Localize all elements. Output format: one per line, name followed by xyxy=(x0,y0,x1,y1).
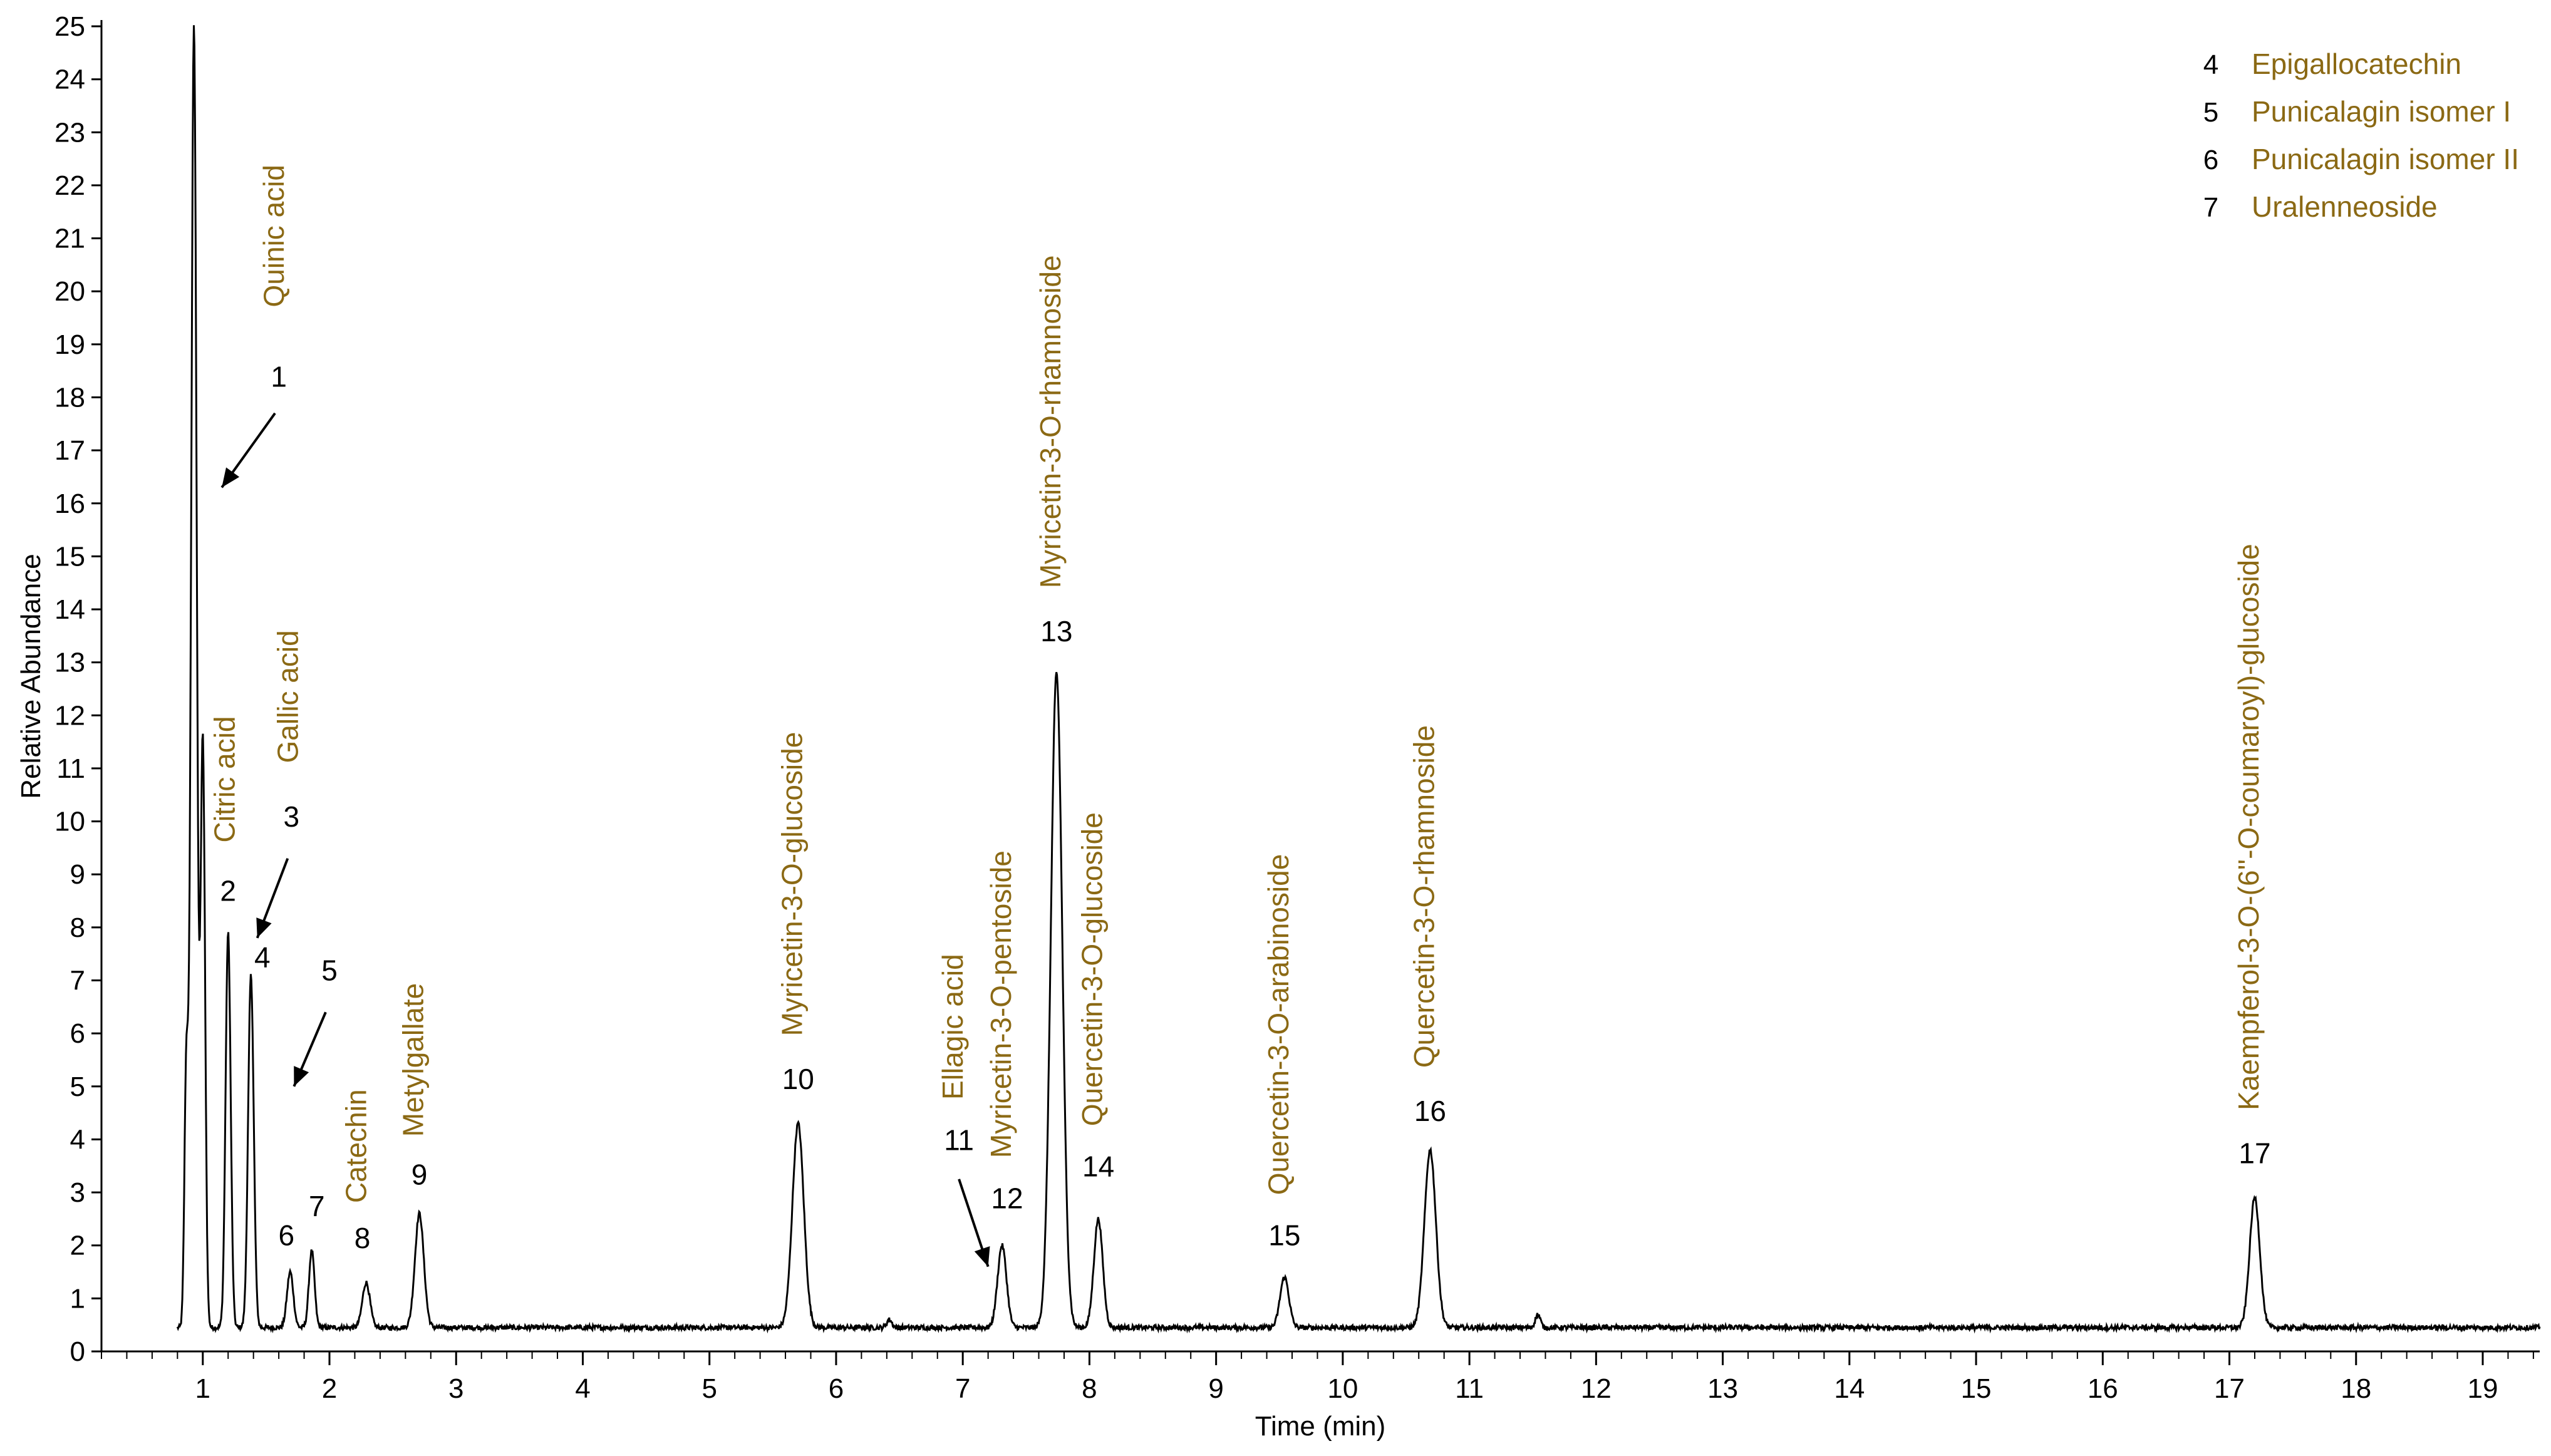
y-tick-label: 15 xyxy=(54,541,85,572)
x-axis-title: Time (min) xyxy=(1255,1411,1386,1442)
y-tick-label: 10 xyxy=(54,807,85,837)
peak-number-16: 16 xyxy=(1414,1095,1446,1127)
x-tick-label: 1 xyxy=(195,1373,210,1404)
peak-compound-name-11: Ellagic acid xyxy=(936,954,969,1100)
peak-compound-name-10: Myricetin-3-O-glucoside xyxy=(775,732,808,1036)
y-tick-label: 2 xyxy=(70,1231,85,1261)
y-tick-label: 18 xyxy=(54,382,85,413)
y-tick-label: 12 xyxy=(54,700,85,731)
peak-number-2: 2 xyxy=(220,875,236,907)
peak-compound-name-1: Quinic acid xyxy=(257,165,290,307)
peak-number-10: 10 xyxy=(782,1063,814,1095)
annotation-arrow xyxy=(220,412,276,488)
x-tick-label: 3 xyxy=(448,1373,463,1404)
y-tick-label: 8 xyxy=(70,912,85,943)
legend-number-6: 6 xyxy=(2203,145,2218,175)
x-tick-label: 17 xyxy=(2214,1373,2245,1404)
chromatogram-trace xyxy=(176,25,2541,1334)
legend-number-5: 5 xyxy=(2203,97,2218,128)
peak-number-6: 6 xyxy=(278,1219,294,1252)
peak-compound-name-9: Metylgallate xyxy=(397,983,430,1137)
y-tick-label: 22 xyxy=(54,170,85,201)
x-tick-label: 8 xyxy=(1082,1373,1097,1404)
y-tick-label: 14 xyxy=(54,594,85,625)
x-tick-label: 14 xyxy=(1834,1373,1865,1404)
annotation-arrow xyxy=(958,1179,990,1268)
y-tick-label: 7 xyxy=(70,966,85,996)
peak-compound-name-13: Myricetin-3-O-rhamnoside xyxy=(1034,255,1067,588)
y-tick-label: 5 xyxy=(70,1071,85,1102)
legend-name-7: Uralenneoside xyxy=(2252,190,2438,223)
x-tick-label: 4 xyxy=(575,1373,590,1404)
x-tick-label: 10 xyxy=(1327,1373,1358,1404)
legend-number-7: 7 xyxy=(2203,192,2218,223)
x-tick-label: 7 xyxy=(955,1373,970,1404)
legend-name-5: Punicalagin isomer I xyxy=(2252,95,2511,128)
peak-number-1: 1 xyxy=(271,361,287,393)
peak-number-9: 9 xyxy=(411,1158,428,1190)
x-tick-label: 2 xyxy=(322,1373,337,1404)
peak-compound-name-3: Gallic acid xyxy=(271,630,304,763)
y-tick-label: 0 xyxy=(70,1336,85,1367)
peak-number-14: 14 xyxy=(1082,1150,1114,1183)
y-tick-label: 19 xyxy=(54,329,85,360)
x-tick-label: 12 xyxy=(1581,1373,1612,1404)
axes: 0123456789101112131415161718192021222324… xyxy=(54,11,2540,1404)
peak-number-15: 15 xyxy=(1268,1219,1300,1252)
y-tick-label: 20 xyxy=(54,276,85,307)
y-tick-label: 4 xyxy=(70,1124,85,1155)
y-tick-label: 13 xyxy=(54,648,85,678)
peak-compound-name-17: Kaempferol-3-O-(6''-O-coumaroyl)-glucosi… xyxy=(2232,544,2265,1110)
trace-layer xyxy=(176,25,2541,1334)
peak-number-3: 3 xyxy=(284,800,300,833)
peak-compound-name-2: Citric acid xyxy=(208,716,241,843)
x-tick-label: 13 xyxy=(1707,1373,1738,1404)
y-tick-label: 3 xyxy=(70,1177,85,1208)
x-tick-label: 18 xyxy=(2341,1373,2371,1404)
peak-number-11: 11 xyxy=(944,1123,974,1156)
peak-compound-name-8: Catechin xyxy=(340,1089,373,1203)
peak-number-5: 5 xyxy=(321,954,338,987)
y-tick-label: 25 xyxy=(54,11,85,42)
legend: 4 Epigallocatechin 5 Punicalagin isomer I 6 P… xyxy=(2203,48,2519,223)
peak-number-7: 7 xyxy=(309,1190,325,1222)
x-tick-label: 16 xyxy=(2088,1373,2118,1404)
legend-name-4: Epigallocatechin xyxy=(2252,48,2461,80)
arrow-layer xyxy=(220,412,990,1268)
x-tick-label: 5 xyxy=(701,1373,717,1404)
y-tick-label: 21 xyxy=(54,224,85,254)
x-tick-label: 19 xyxy=(2468,1373,2498,1404)
x-tick-label: 11 xyxy=(1455,1373,1484,1404)
peak-number-17: 17 xyxy=(2238,1137,2270,1170)
peak-compound-name-14: Quercetin-3-O-glucoside xyxy=(1076,812,1109,1126)
x-tick-label: 15 xyxy=(1961,1373,1992,1404)
y-tick-label: 6 xyxy=(70,1018,85,1049)
peak-compound-name-16: Quercetin-3-O-rhamnoside xyxy=(1407,725,1440,1068)
peak-number-8: 8 xyxy=(354,1222,371,1254)
y-axis-title: Relative Abundance xyxy=(16,554,46,798)
y-tick-label: 11 xyxy=(56,753,85,784)
x-tick-label: 6 xyxy=(829,1373,844,1404)
y-tick-label: 17 xyxy=(54,435,85,466)
y-tick-label: 9 xyxy=(70,859,85,890)
legend-name-6: Punicalagin isomer II xyxy=(2252,143,2519,175)
peak-number-13: 13 xyxy=(1040,615,1072,648)
peak-compound-name-15: Quercetin-3-O-arabinoside xyxy=(1262,854,1295,1195)
peak-number-4: 4 xyxy=(254,941,271,973)
y-tick-label: 16 xyxy=(54,488,85,519)
peak-compound-name-12: Myricetin-3-O-pentoside xyxy=(985,850,1017,1158)
x-tick-label: 9 xyxy=(1208,1373,1223,1404)
y-tick-label: 24 xyxy=(54,65,85,95)
y-tick-label: 23 xyxy=(54,117,85,148)
peak-number-12: 12 xyxy=(991,1182,1023,1214)
y-tick-label: 1 xyxy=(70,1283,85,1314)
legend-number-4: 4 xyxy=(2203,49,2218,80)
annotation-arrow xyxy=(256,858,289,939)
annotation-arrow xyxy=(292,1011,327,1087)
